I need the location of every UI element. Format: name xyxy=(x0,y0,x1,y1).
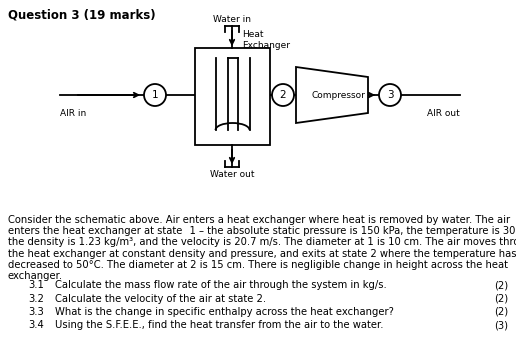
Circle shape xyxy=(144,84,166,106)
Text: decreased to 50°C. The diameter at 2 is 15 cm. There is negligible change in hei: decreased to 50°C. The diameter at 2 is … xyxy=(8,260,508,270)
Text: 3.3: 3.3 xyxy=(28,307,44,317)
Text: Consider the schematic above. Air enters a heat exchanger where heat is removed : Consider the schematic above. Air enters… xyxy=(8,215,510,225)
Text: What is the change in specific enthalpy across the heat exchanger?: What is the change in specific enthalpy … xyxy=(55,307,394,317)
Bar xyxy=(195,48,270,145)
Text: (3): (3) xyxy=(494,320,508,331)
Text: 1: 1 xyxy=(152,90,158,100)
Text: 3.4: 3.4 xyxy=(28,320,44,331)
Text: the heat exchanger at constant density and pressure, and exits at state 2 where : the heat exchanger at constant density a… xyxy=(8,249,516,259)
Text: Calculate the velocity of the air at state 2.: Calculate the velocity of the air at sta… xyxy=(55,293,266,304)
Text: Calculate the mass flow rate of the air through the system in kg/s.: Calculate the mass flow rate of the air … xyxy=(55,280,387,290)
Text: (2): (2) xyxy=(494,293,508,304)
Text: 3.1: 3.1 xyxy=(28,280,44,290)
Text: Using the S.F.E.E., find the heat transfer from the air to the water.: Using the S.F.E.E., find the heat transf… xyxy=(55,320,383,331)
Text: Water in: Water in xyxy=(213,15,251,24)
Text: 2: 2 xyxy=(280,90,286,100)
Text: AIR out: AIR out xyxy=(427,109,460,118)
Text: the density is 1.23 kg/m³, and the velocity is 20.7 m/s. The diameter at 1 is 10: the density is 1.23 kg/m³, and the veloc… xyxy=(8,237,516,247)
Text: enters the heat exchanger at state   1 – the absolute static pressure is 150 kPa: enters the heat exchanger at state 1 – t… xyxy=(8,226,516,236)
Text: AIR in: AIR in xyxy=(60,109,86,118)
Text: (2): (2) xyxy=(494,307,508,317)
Text: Water out: Water out xyxy=(209,170,254,179)
Text: Compressor: Compressor xyxy=(311,91,365,99)
Circle shape xyxy=(379,84,401,106)
Text: exchanger.: exchanger. xyxy=(8,271,63,281)
Text: 3.2: 3.2 xyxy=(28,293,44,304)
Circle shape xyxy=(272,84,294,106)
Text: (2): (2) xyxy=(494,280,508,290)
Text: Heat
Exchanger: Heat Exchanger xyxy=(242,30,290,50)
Polygon shape xyxy=(296,67,368,123)
Text: 3: 3 xyxy=(386,90,393,100)
Text: Question 3 (19 marks): Question 3 (19 marks) xyxy=(8,8,156,21)
